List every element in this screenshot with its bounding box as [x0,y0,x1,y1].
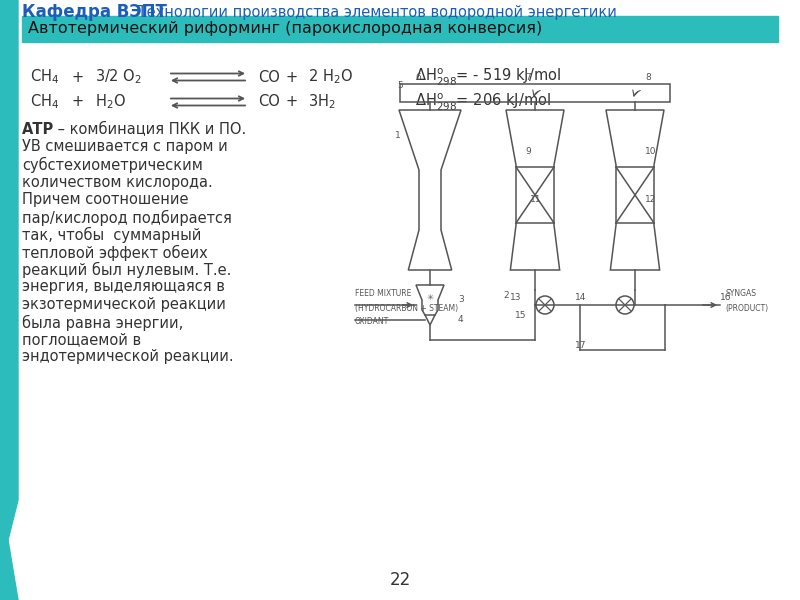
Text: субстехиометрическим: субстехиометрическим [22,157,203,173]
Text: 11: 11 [530,196,542,205]
Text: +: + [72,94,84,109]
Text: тепловой эффект обеих: тепловой эффект обеих [22,245,208,260]
Text: количеством кислорода.: количеством кислорода. [22,175,213,190]
Text: – комбинация ПКК и ПО.: – комбинация ПКК и ПО. [53,122,246,137]
Text: CO: CO [258,70,280,85]
Text: 17: 17 [575,340,586,349]
Text: 1: 1 [395,130,401,139]
Text: 5: 5 [397,80,402,89]
Text: АТР: АТР [22,122,54,137]
Text: $\mathsf{2\ H_2O}$: $\mathsf{2\ H_2O}$ [308,68,353,86]
Text: 16: 16 [720,293,731,302]
Text: +: + [286,70,298,85]
Text: экзотермической реакции: экзотермической реакции [22,297,226,312]
Text: УВ смешивается с паром и: УВ смешивается с паром и [22,139,228,154]
Text: Технологии производства элементов водородной энергетики: Технологии производства элементов водоро… [133,4,617,19]
Polygon shape [0,0,18,600]
Text: (PRODUCT): (PRODUCT) [725,304,768,313]
Text: 22: 22 [390,571,410,589]
Text: $\mathsf{H_2O}$: $\mathsf{H_2O}$ [95,92,126,112]
Text: $\mathsf{3H_2}$: $\mathsf{3H_2}$ [308,92,336,112]
Text: $\mathsf{\Delta H^o_{298}}$= - 519 kJ/mol: $\mathsf{\Delta H^o_{298}}$= - 519 kJ/mo… [415,67,561,88]
Text: 3: 3 [458,295,464,304]
Text: $\mathsf{\Delta H^o_{298}}$= 206 kJ/mol: $\mathsf{\Delta H^o_{298}}$= 206 kJ/mol [415,91,551,113]
Text: Причем соотношение: Причем соотношение [22,192,189,207]
Text: 9: 9 [525,148,530,157]
Bar [400,84,670,102]
Bar [22,16,778,42]
Text: 6: 6 [415,73,421,82]
Text: поглощаемой в: поглощаемой в [22,332,141,347]
Text: эндотермической реакции.: эндотермической реакции. [22,349,234,364]
Text: пар/кислород подбирается: пар/кислород подбирается [22,209,232,226]
Text: Кафедра ВЭПТ: Кафедра ВЭПТ [22,3,167,21]
Text: 12: 12 [645,196,656,205]
Text: энергия, выделяющаяся в: энергия, выделяющаяся в [22,280,225,295]
Text: (HYDROCARBON + STEAM): (HYDROCARBON + STEAM) [355,304,458,313]
Text: $\mathsf{3/2\ O_2}$: $\mathsf{3/2\ O_2}$ [95,68,142,86]
Text: ✳: ✳ [426,293,434,302]
Text: $\mathsf{CH_4}$: $\mathsf{CH_4}$ [30,92,59,112]
Text: реакций был нулевым. Т.е.: реакций был нулевым. Т.е. [22,262,231,278]
Text: SYNGAS: SYNGAS [725,289,756,298]
Text: 14: 14 [575,293,586,302]
Text: 15: 15 [515,311,526,319]
Text: +: + [72,70,84,85]
Text: 4: 4 [458,316,464,325]
Text: FEED MIXTURE: FEED MIXTURE [355,289,411,298]
Text: 10: 10 [645,148,657,157]
Text: 13: 13 [510,293,522,302]
Text: так, чтобы  суммарный: так, чтобы суммарный [22,227,202,243]
Text: 8: 8 [645,73,650,82]
Text: 7: 7 [525,73,530,82]
Text: +: + [286,94,298,109]
Text: CO: CO [258,94,280,109]
Text: 2: 2 [503,290,509,299]
Text: OXIDANT: OXIDANT [355,317,390,326]
Text: была равна энергии,: была равна энергии, [22,314,183,331]
Text: $\mathsf{CH_4}$: $\mathsf{CH_4}$ [30,68,59,86]
Text: Автотермический риформинг (парокислородная конверсия): Автотермический риформинг (парокислородн… [28,22,542,37]
